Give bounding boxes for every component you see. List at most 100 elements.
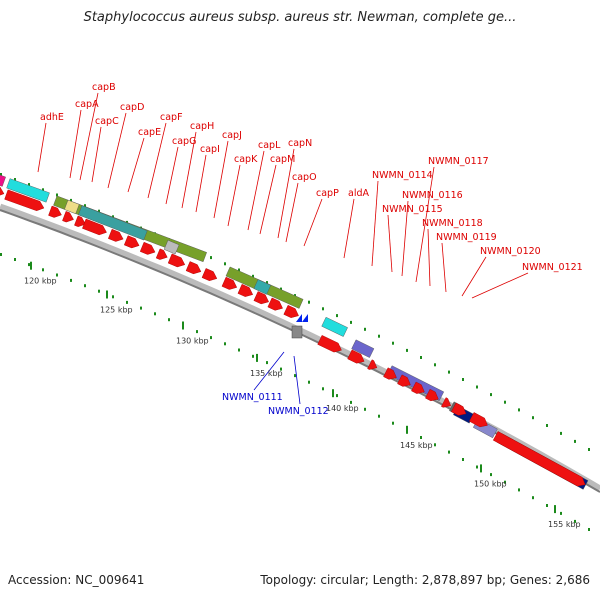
tick-dot-lower xyxy=(70,278,72,282)
leader-line xyxy=(401,200,409,277)
tick-dot-upper xyxy=(448,370,450,374)
gene-arrow xyxy=(425,388,439,402)
leader-line xyxy=(127,137,145,193)
tick-dot-lower xyxy=(322,387,324,391)
major-tick xyxy=(182,321,184,330)
tick-dot-lower xyxy=(196,330,198,334)
pink-feature xyxy=(0,174,6,187)
tick-dot-lower xyxy=(490,473,492,477)
gene-arrow xyxy=(253,291,269,305)
tick-dot-upper xyxy=(0,173,2,176)
gene-label-capm: capM xyxy=(270,154,295,165)
tick-dot-lower xyxy=(364,407,366,411)
gene-label-nwmn_0115: NWMN_0115 xyxy=(382,204,443,215)
gene-label-capi: capI xyxy=(200,144,220,155)
tick-dot-lower xyxy=(546,504,548,507)
major-tick xyxy=(30,261,32,270)
tick-dot-lower xyxy=(448,450,450,454)
gene-label-capb: capB xyxy=(92,82,116,93)
tick-dot-upper xyxy=(42,188,44,192)
tick-dot-upper xyxy=(406,348,408,352)
major-tick xyxy=(554,505,556,514)
gene-arrow xyxy=(451,402,467,416)
gene-arrow-long xyxy=(492,431,586,487)
gene-label-nwmn_0119: NWMN_0119 xyxy=(436,232,497,243)
tick-dot-lower xyxy=(154,312,156,316)
tick-dot-upper xyxy=(392,341,394,345)
tick-dot-upper xyxy=(28,183,30,187)
tick-dot-upper xyxy=(56,193,58,197)
leader-line xyxy=(259,164,277,235)
gene-arrow xyxy=(108,228,124,242)
leader-line xyxy=(441,242,447,293)
tick-dot-upper xyxy=(476,385,478,389)
leader-line xyxy=(415,166,435,283)
gray-feature xyxy=(163,239,180,255)
gene-arrow xyxy=(237,284,254,297)
tick-dot-lower xyxy=(126,300,128,304)
leader-line xyxy=(247,150,265,231)
gene-arrow xyxy=(469,412,488,428)
gene-label-capk: capK xyxy=(234,154,258,165)
tick-dot-upper xyxy=(238,268,240,272)
tick-dot-lower xyxy=(588,528,590,531)
major-tick xyxy=(256,353,258,362)
scale-label: 145 kbp xyxy=(400,441,433,450)
tick-dot-lower xyxy=(210,336,212,340)
reverse-gene-glyph xyxy=(296,314,302,322)
leader-line xyxy=(471,272,529,299)
leader-line xyxy=(181,131,197,209)
gene-arrow xyxy=(411,381,425,394)
scale-label: 150 kbp xyxy=(474,479,507,488)
tick-dot-lower xyxy=(532,496,534,500)
tick-dot-lower xyxy=(266,361,268,365)
tick-dot-lower xyxy=(14,258,16,261)
gene-label-nwmn_0116: NWMN_0116 xyxy=(402,190,463,201)
gene-label-nwmn_0120: NWMN_0120 xyxy=(480,246,541,257)
tick-dot-lower xyxy=(420,436,422,439)
scale-label: 120 kbp xyxy=(24,277,57,286)
tick-dot-upper xyxy=(14,178,16,181)
reverse-gene-glyph xyxy=(302,314,308,322)
tick-dot-lower xyxy=(28,263,30,267)
scale-label: 155 kbp xyxy=(548,520,581,529)
scale-label: 125 kbp xyxy=(100,306,133,315)
tick-dot-lower xyxy=(560,511,562,515)
tick-dot-lower xyxy=(574,519,576,523)
gene-arrow xyxy=(347,349,365,364)
tick-dot-lower xyxy=(336,394,338,398)
gene-arrow xyxy=(397,374,411,387)
tick-dot-lower xyxy=(294,374,296,378)
map-title: Staphylococcus aureus subsp. aureus str.… xyxy=(83,10,517,25)
leader-line xyxy=(91,126,102,183)
tick-dot-upper xyxy=(588,448,590,451)
leader-line xyxy=(227,164,241,227)
leader-line xyxy=(285,182,299,243)
tick-dot-lower xyxy=(112,295,114,299)
gene-arrow xyxy=(62,211,74,223)
label-leader-lines xyxy=(37,92,529,405)
gene-arrow xyxy=(0,186,5,197)
tick-dot-lower xyxy=(308,380,310,384)
leader-line xyxy=(387,214,393,273)
tick-dot-upper xyxy=(98,209,100,213)
gray-gene-block xyxy=(291,325,303,339)
scale-label: 135 kbp xyxy=(250,369,283,378)
scale-label: 130 kbp xyxy=(176,337,209,346)
tick-dot-lower xyxy=(504,480,506,484)
gene-arrow xyxy=(48,205,62,218)
tick-dot-upper xyxy=(504,400,506,404)
tick-dot-lower xyxy=(84,284,86,288)
gene-label-nwmn_0111: NWMN_0111 xyxy=(222,392,283,403)
tick-dot-lower xyxy=(98,289,100,293)
gene-arrow xyxy=(74,215,86,227)
gene-arrow xyxy=(4,189,45,211)
leader-line xyxy=(147,122,167,199)
gene-label-nwmn_0114: NWMN_0114 xyxy=(372,170,433,181)
tick-dot-lower xyxy=(378,414,380,418)
tick-dot-lower xyxy=(56,273,58,277)
tick-dot-upper xyxy=(490,393,492,397)
leader-line xyxy=(461,256,487,297)
